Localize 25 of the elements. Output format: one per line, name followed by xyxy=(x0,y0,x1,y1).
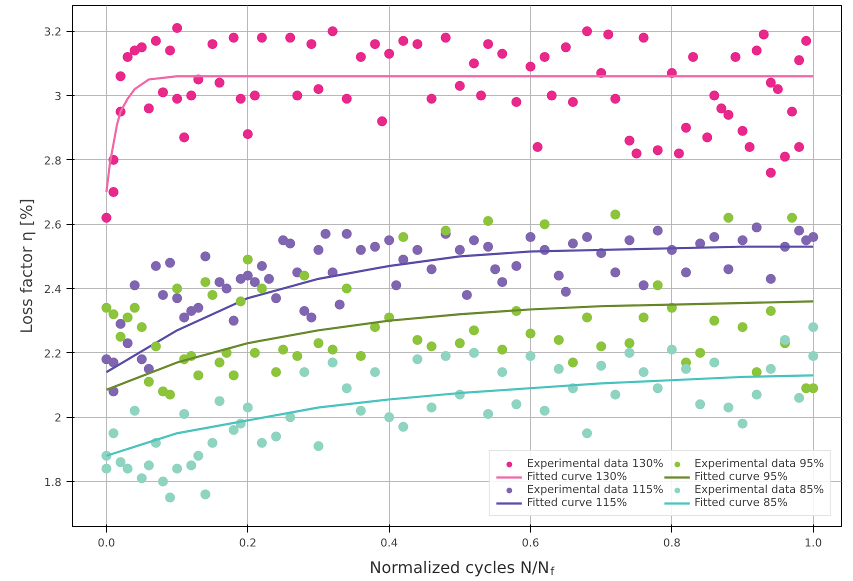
legend-label: Experimental data 130% xyxy=(526,457,664,470)
y-tick-label: 2.6 xyxy=(44,218,62,232)
y-tick-label: 2 xyxy=(54,412,62,425)
x-tick-label: 1.0 xyxy=(804,536,822,550)
legend-label: Experimental data 95% xyxy=(694,457,824,470)
line-series xyxy=(105,300,814,391)
y-tick-label: 2.2 xyxy=(44,347,62,360)
legend-label: Fitted curve 95% xyxy=(694,470,788,483)
x-tick-label: 0.2 xyxy=(239,536,257,550)
y-tick-label: 3.2 xyxy=(44,26,62,39)
legend-label: Fitted curve 85% xyxy=(694,496,788,509)
x-tick-label: 0.4 xyxy=(380,536,398,550)
y-axis-title: Loss factor η [%] xyxy=(17,198,36,334)
x-tick-label: 0.0 xyxy=(98,536,116,550)
legend-label: Fitted curve 130% xyxy=(526,470,628,483)
y-tick-label: 3 xyxy=(54,90,62,104)
y-tick-label: 1.8 xyxy=(44,476,62,489)
y-tick-label: 2.8 xyxy=(44,154,62,168)
legend-label: Experimental data 85% xyxy=(694,483,824,496)
x-tick-label: 0.8 xyxy=(663,536,681,550)
line-series xyxy=(105,246,814,374)
y-tick-label: 2.4 xyxy=(44,283,62,296)
legend-label: Experimental data 115% xyxy=(526,483,664,496)
x-tick-label: 0.6 xyxy=(522,536,540,550)
legend-label: Fitted curve 115% xyxy=(526,496,628,509)
